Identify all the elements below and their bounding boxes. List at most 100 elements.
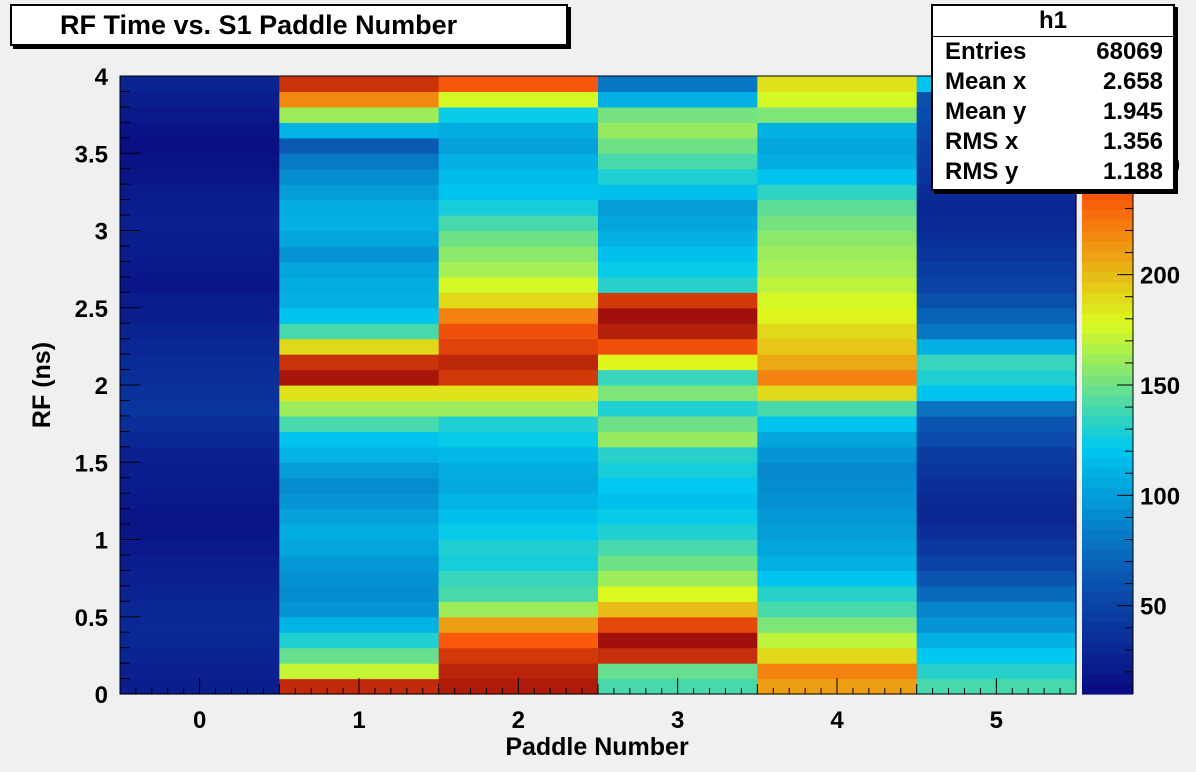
heatmap-cell <box>120 385 280 402</box>
heatmap-cell <box>279 663 440 680</box>
heatmap-cell <box>279 539 440 556</box>
heatmap-cell <box>279 91 440 108</box>
heatmap-cell <box>279 122 440 139</box>
heatmap-cell <box>438 601 599 618</box>
heatmap-cell <box>916 354 1077 371</box>
x-axis-label: Paddle Number <box>505 733 689 761</box>
y-tick-label: 2 <box>95 373 108 400</box>
heatmap-cell <box>120 91 280 108</box>
palette-strip <box>1082 189 1133 201</box>
palette-strip <box>1082 549 1133 561</box>
palette-strip <box>1082 220 1133 232</box>
palette-strip <box>1082 570 1133 582</box>
heatmap-cell <box>598 276 758 293</box>
palette-strip <box>1082 405 1133 417</box>
stats-value: 68069 <box>1096 38 1163 65</box>
heatmap-cell <box>120 554 280 571</box>
heatmap-cell <box>916 292 1077 309</box>
heatmap-cell <box>438 663 599 680</box>
heatmap-cell <box>598 663 758 680</box>
chart-title: RF Time vs. S1 Paddle Number <box>10 4 568 46</box>
heatmap-cell <box>757 168 918 185</box>
heatmap-cell <box>438 493 599 510</box>
stats-label: RMS x <box>945 128 1019 155</box>
heatmap-cell <box>757 585 918 602</box>
heatmap-cell <box>757 400 918 417</box>
y-tick-label: 1.5 <box>75 450 108 477</box>
heatmap-cell <box>916 539 1077 556</box>
palette-strip <box>1082 529 1133 541</box>
heatmap-cell <box>279 462 440 479</box>
heatmap-cell <box>757 106 918 123</box>
heatmap-cell <box>438 616 599 633</box>
heatmap-cell <box>916 307 1077 324</box>
y-axis-label: RF (ns) <box>28 342 56 428</box>
heatmap-cell <box>120 122 280 139</box>
stats-row-rms-y: RMS y 1.188 <box>933 157 1173 187</box>
heatmap-cell <box>120 276 280 293</box>
heatmap-cell <box>279 184 440 201</box>
heatmap-cell <box>120 261 280 278</box>
heatmap-cell <box>757 539 918 556</box>
heatmap-cell <box>120 570 280 587</box>
y-tick-label: 1 <box>95 528 108 555</box>
heatmap-cell <box>120 601 280 618</box>
heatmap-cell <box>916 585 1077 602</box>
palette-strip <box>1082 354 1133 365</box>
heatmap-cell <box>279 524 440 541</box>
heatmap-cell <box>598 647 758 664</box>
heatmap-cell <box>438 261 599 278</box>
stats-value: 2.658 <box>1102 68 1163 95</box>
heatmap-cell <box>438 369 599 386</box>
palette-strip <box>1082 230 1133 242</box>
heatmap-cell <box>120 462 280 479</box>
heatmap-cell <box>279 385 440 402</box>
heatmap-cell <box>598 168 758 185</box>
heatmap-cell <box>916 431 1077 448</box>
y-tick-label: 2.5 <box>75 296 108 323</box>
y-tick-label: 0 <box>95 682 108 709</box>
heatmap-cell <box>120 415 280 432</box>
palette-strip <box>1082 199 1133 211</box>
heatmap-cell <box>120 230 280 247</box>
palette-strip <box>1082 364 1133 376</box>
heatmap-cell <box>120 446 280 463</box>
heatmap-cell <box>438 431 599 448</box>
heatmap-cell <box>757 462 918 479</box>
heatmap-cell <box>279 215 440 232</box>
heatmap-cell <box>598 462 758 479</box>
y-tick-label: 3 <box>95 219 108 246</box>
palette-strip <box>1082 333 1133 345</box>
heatmap-cell <box>438 245 599 262</box>
heatmap-cell <box>120 400 280 417</box>
heatmap-cells <box>120 76 1077 695</box>
heatmap-cell <box>120 245 280 262</box>
heatmap-cell <box>279 493 440 510</box>
palette-strip <box>1082 621 1133 633</box>
x-tick-label: 2 <box>512 707 525 734</box>
palette-strip <box>1082 282 1133 293</box>
palette-strip <box>1082 477 1133 489</box>
palette-tick-label: 200 <box>1140 263 1180 290</box>
palette-strip <box>1082 632 1133 644</box>
heatmap-cell <box>438 462 599 479</box>
heatmap-cell <box>120 354 280 371</box>
heatmap-cell <box>757 524 918 541</box>
heatmap-cell <box>757 76 918 93</box>
heatmap-cell <box>757 477 918 494</box>
heatmap-cell <box>279 323 440 340</box>
heatmap-cell <box>916 477 1077 494</box>
heatmap-cell <box>438 508 599 525</box>
heatmap-cell <box>916 323 1077 340</box>
heatmap-cell <box>120 292 280 309</box>
heatmap-cell <box>598 632 758 649</box>
heatmap-cell <box>916 446 1077 463</box>
heatmap-cell <box>120 493 280 510</box>
heatmap-cell <box>120 199 280 216</box>
heatmap-cell <box>438 524 599 541</box>
heatmap-cell <box>120 215 280 232</box>
stats-label: Mean x <box>945 68 1027 95</box>
stats-label: Mean y <box>945 98 1027 125</box>
heatmap-cell <box>120 76 280 93</box>
